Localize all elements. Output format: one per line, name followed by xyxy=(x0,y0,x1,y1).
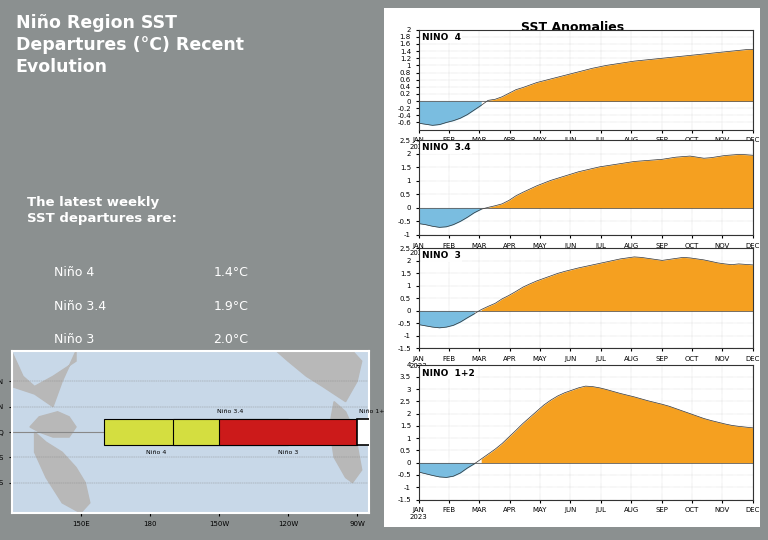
Text: NINO  1+2: NINO 1+2 xyxy=(422,368,475,377)
Bar xyxy=(104,420,219,444)
FancyBboxPatch shape xyxy=(380,3,764,532)
Text: Niño 4: Niño 4 xyxy=(147,450,167,455)
Text: NINO  3.4: NINO 3.4 xyxy=(422,143,471,152)
Text: The latest weekly
SST departures are:: The latest weekly SST departures are: xyxy=(27,196,177,225)
Bar xyxy=(357,420,376,444)
Bar xyxy=(173,420,288,444)
Text: Niño 1+2: Niño 1+2 xyxy=(55,366,113,379)
Text: 1.3°C: 1.3°C xyxy=(214,366,248,379)
Text: Niño 3.4: Niño 3.4 xyxy=(217,409,243,414)
Polygon shape xyxy=(12,351,76,407)
Text: Niño 3: Niño 3 xyxy=(55,333,94,346)
Text: Niño 3.4: Niño 3.4 xyxy=(55,300,107,313)
Polygon shape xyxy=(30,411,76,437)
Text: SST Anomalies: SST Anomalies xyxy=(521,21,624,34)
Text: 1.4°C: 1.4°C xyxy=(214,266,248,279)
Polygon shape xyxy=(329,402,362,483)
Polygon shape xyxy=(276,351,362,402)
Text: Niño 3: Niño 3 xyxy=(278,450,298,455)
Bar xyxy=(219,420,357,444)
Text: Niño 4: Niño 4 xyxy=(55,266,94,279)
Text: 2.0°C: 2.0°C xyxy=(214,333,248,346)
Text: Niño Region SST
Departures (°C) Recent
Evolution: Niño Region SST Departures (°C) Recent E… xyxy=(15,14,243,76)
Text: NINO  4: NINO 4 xyxy=(422,33,461,42)
Polygon shape xyxy=(35,432,90,513)
Text: NINO  3: NINO 3 xyxy=(422,252,461,260)
Text: Niño 1+2: Niño 1+2 xyxy=(359,409,389,414)
Text: 1.9°C: 1.9°C xyxy=(214,300,248,313)
